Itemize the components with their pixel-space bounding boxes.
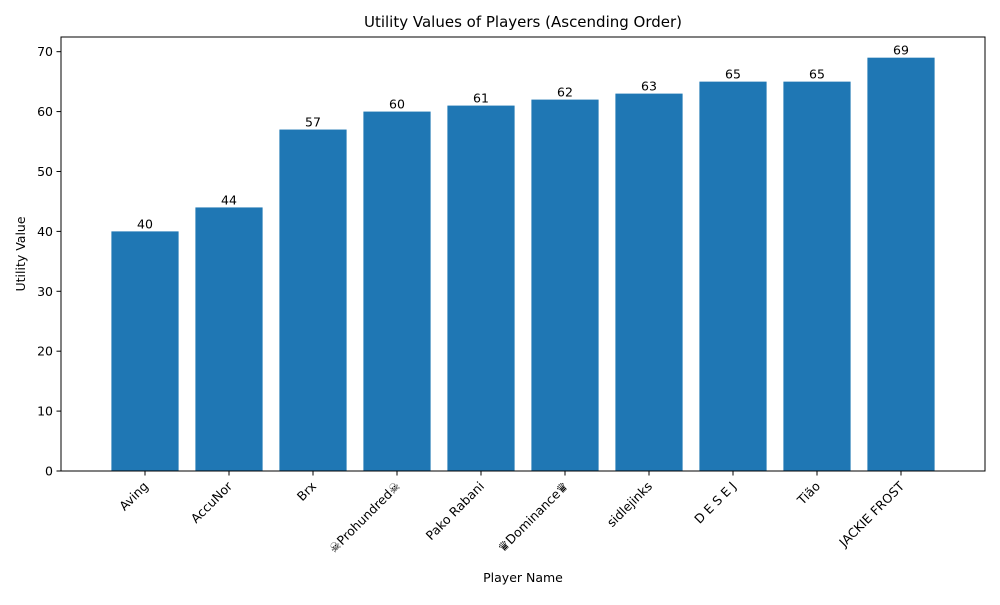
bar-value-label-0: 40	[137, 216, 153, 231]
x-tick-label-4: Pako Rabani	[423, 479, 487, 543]
bar-value-label-2: 57	[305, 115, 321, 130]
x-tick-label-1: AccuNor	[188, 478, 236, 526]
y-axis: 0 10 20 30 40 50 60 70	[37, 44, 61, 479]
x-tick-label-5: ♛Dominance♛	[494, 479, 571, 556]
x-tick-label-7: D E S E J	[691, 479, 739, 527]
bar-3	[363, 111, 431, 471]
x-axis: Aving AccuNor Brx ☠Prohundred☠ Pako Rabani ♛D…	[116, 471, 907, 556]
bar-value-label-9: 69	[893, 43, 909, 58]
y-tick-label-2: 20	[37, 344, 53, 359]
bar-value-label-7: 65	[725, 67, 741, 82]
bar-value-label-1: 44	[221, 192, 237, 207]
x-axis-title: Player Name	[483, 570, 563, 585]
bar-1	[195, 207, 263, 471]
y-axis-title: Utility Value	[13, 216, 28, 291]
x-tick-label-9: JACKIE FROST	[835, 478, 907, 550]
bar-0	[111, 231, 179, 471]
bar-7	[699, 81, 767, 471]
plot-frame	[60, 36, 986, 472]
bar-value-label-4: 61	[473, 91, 489, 106]
x-tick-label-8: Tião	[793, 479, 823, 509]
x-tick-label-0: Aving	[116, 479, 151, 514]
y-tick-label-0: 0	[45, 464, 53, 479]
y-tick-label-5: 50	[37, 164, 53, 179]
bar-9	[867, 57, 935, 472]
bar-value-label-3: 60	[389, 97, 405, 112]
bar-4	[447, 105, 515, 471]
chart-title: Utility Values of Players (Ascending Ord…	[364, 13, 682, 31]
y-tick-label-6: 60	[37, 104, 53, 119]
data-labels-group: 40 44 57 60 61 62 63 65 65 69	[137, 43, 909, 232]
bar-6	[615, 93, 683, 472]
bar-5	[531, 99, 599, 471]
bar-8	[783, 81, 851, 471]
bar-value-label-5: 62	[557, 85, 573, 100]
y-tick-label-3: 30	[37, 284, 53, 299]
bar-value-label-6: 63	[641, 79, 657, 94]
y-tick-label-4: 40	[37, 224, 53, 239]
bar-2	[279, 129, 347, 472]
x-tick-label-6: sidlejinks	[604, 479, 655, 530]
x-tick-label-2: Brx	[294, 479, 319, 504]
y-tick-label-1: 10	[37, 404, 53, 419]
bar-value-label-8: 65	[809, 67, 825, 82]
bars-group	[111, 57, 935, 472]
y-tick-label-7: 70	[37, 44, 53, 59]
x-tick-label-3: ☠Prohundred☠	[326, 479, 403, 556]
